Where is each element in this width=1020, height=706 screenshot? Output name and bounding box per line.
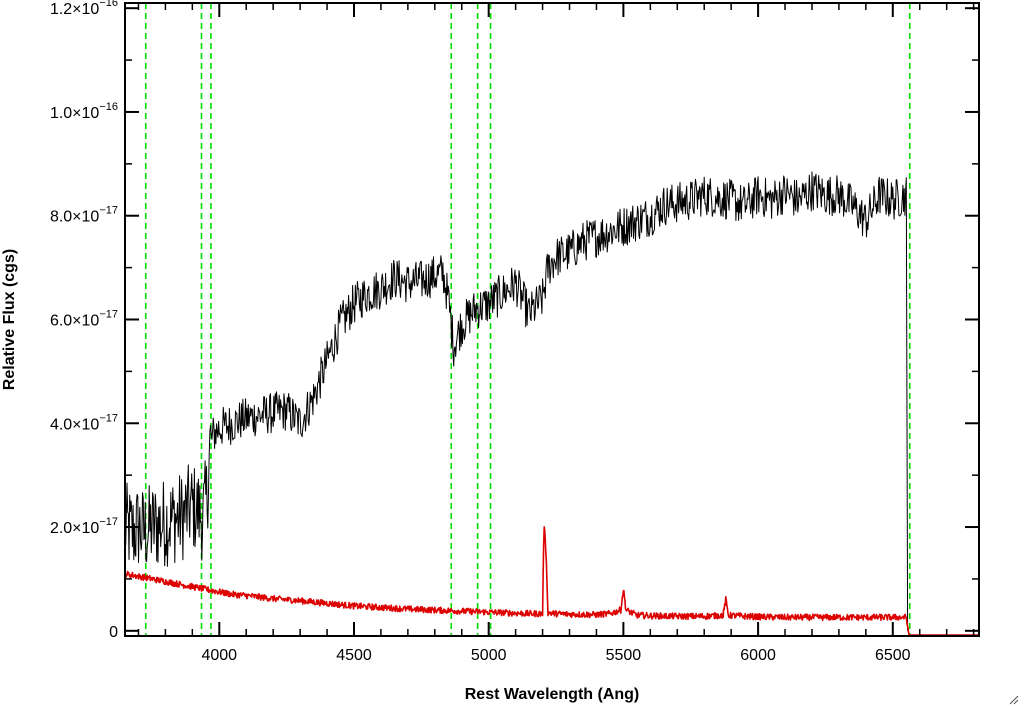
x-tick-label: 5500 xyxy=(606,647,642,664)
series-line-0 xyxy=(124,171,909,631)
y-tick-label: 1.0×10−16 xyxy=(50,101,118,122)
x-tick-label: 5000 xyxy=(471,647,507,664)
y-tick-label: 2.0×10−17 xyxy=(50,516,118,537)
x-tick-label: 4500 xyxy=(336,647,372,664)
y-tick-label: 4.0×10−17 xyxy=(50,412,118,433)
x-tick-label: 6000 xyxy=(740,647,776,664)
y-tick-label: 1.2×10−16 xyxy=(50,0,118,18)
series-layer xyxy=(124,171,980,636)
y-axis-title: Relative Flux (cgs) xyxy=(1,249,18,390)
x-tick-label: 6500 xyxy=(875,647,911,664)
axis-ticks xyxy=(125,3,979,636)
x-tick-label: 4000 xyxy=(201,647,237,664)
reference-lines xyxy=(144,3,911,636)
y-tick-label: 0 xyxy=(109,624,118,641)
x-axis-title: Rest Wavelength (Ang) xyxy=(465,686,640,703)
y-tick-label: 8.0×10−17 xyxy=(50,205,118,226)
y-tick-label: 6.0×10−17 xyxy=(50,309,118,330)
resize-grip-icon xyxy=(1009,695,1019,705)
tick-labels: 4000 4500 5000 5500 6000 6500 0 2.0×10−17 4.0×10… xyxy=(50,0,911,664)
series-line-1 xyxy=(124,526,980,636)
